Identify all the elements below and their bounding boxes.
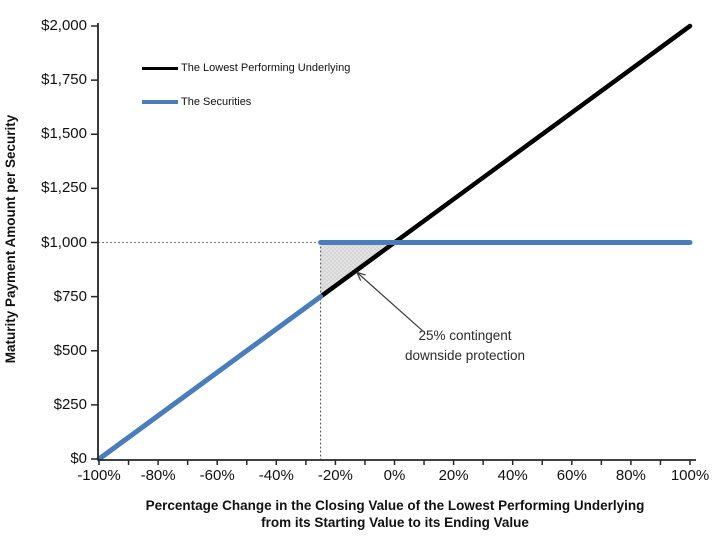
y-tick-label: $750 bbox=[53, 287, 87, 305]
y-tick-label: $1,500 bbox=[41, 125, 87, 143]
legend-label-underlying: The Lowest Performing Underlying bbox=[181, 62, 351, 74]
y-tick-label: $1,750 bbox=[41, 71, 87, 89]
x-tick-label: -60% bbox=[199, 467, 235, 484]
annotation-arrow-head bbox=[355, 271, 366, 281]
y-tick-label: $0 bbox=[70, 450, 87, 467]
annotation-arrow-shaft bbox=[356, 271, 424, 332]
y-tick-label: $1,000 bbox=[41, 233, 87, 251]
x-tick-label: 80% bbox=[615, 467, 646, 484]
x-tick-label: 60% bbox=[556, 467, 587, 484]
underlying-line-swatch bbox=[142, 66, 178, 70]
x-tick-label: -100% bbox=[77, 467, 121, 484]
x-tick-label: 0% bbox=[383, 467, 406, 484]
y-tick-label: $2,000 bbox=[41, 17, 87, 34]
legend-item-securities: The Securities bbox=[142, 95, 251, 109]
x-tick-label: 40% bbox=[497, 467, 528, 484]
annotation-line2: downside protection bbox=[404, 348, 526, 363]
securities-line-swatch bbox=[142, 100, 178, 104]
x-axis-title: Percentage Change in the Closing Value o… bbox=[97, 497, 693, 531]
legend-item-underlying: The Lowest Performing Underlying bbox=[142, 61, 350, 75]
y-tick-label: $250 bbox=[53, 395, 87, 413]
y-tick-label: $500 bbox=[53, 341, 87, 359]
x-axis-title-line1: Percentage Change in the Closing Value o… bbox=[145, 498, 645, 513]
downside-protection-annotation: 25% contingent downside protection bbox=[395, 326, 535, 366]
securities-line bbox=[96, 294, 324, 462]
x-tick-label: 20% bbox=[438, 467, 469, 484]
x-axis-title-line2: from its Starting Value to its Ending Va… bbox=[261, 515, 529, 530]
x-tick-label: -80% bbox=[140, 467, 176, 484]
x-tick-label: -40% bbox=[258, 467, 294, 484]
legend-label-securities: The Securities bbox=[181, 96, 252, 108]
y-tick-label: $1,250 bbox=[41, 179, 87, 197]
annotation-line1: 25% contingent bbox=[418, 328, 512, 343]
x-tick-label: 100% bbox=[670, 467, 710, 484]
x-tick-label: -20% bbox=[317, 467, 353, 484]
